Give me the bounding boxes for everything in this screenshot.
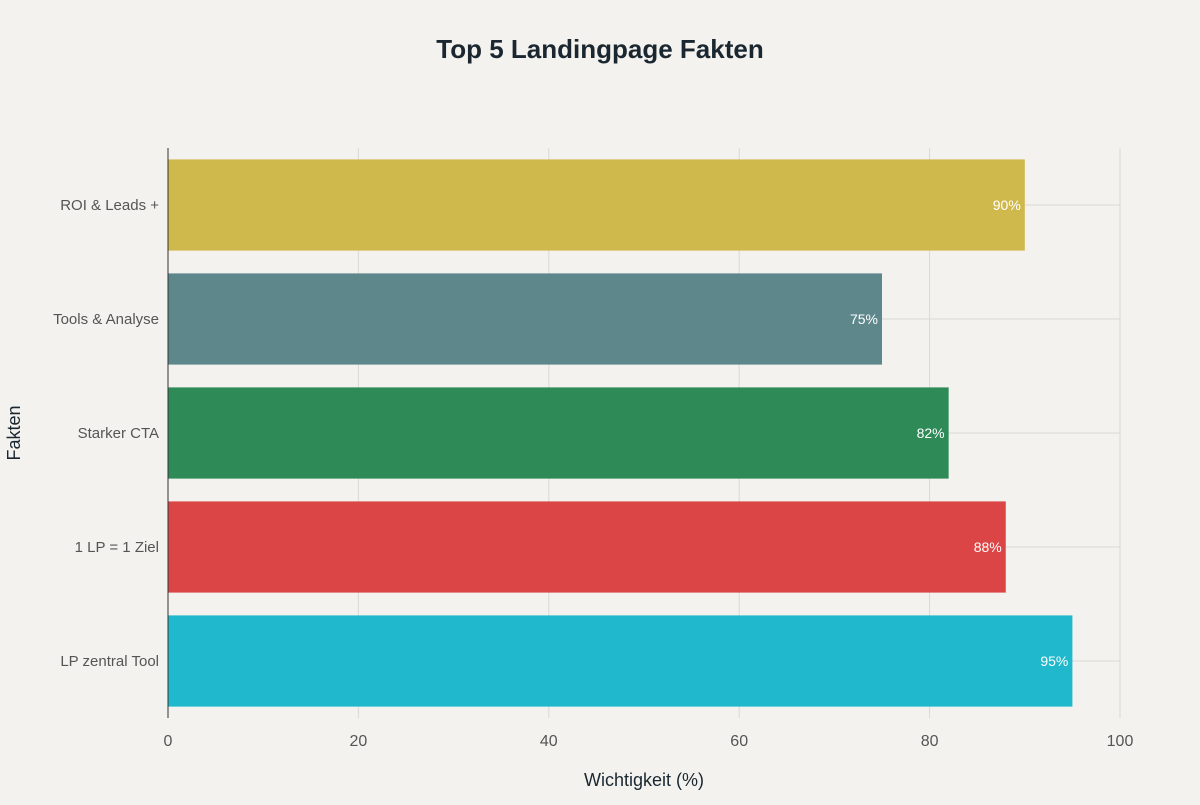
bar [168,387,949,479]
bar-data-label: 75% [850,311,878,327]
y-category-label: 1 LP = 1 Ziel [75,539,159,556]
y-axis-label: Fakten [4,405,24,460]
y-category-label: Tools & Analyse [53,311,159,328]
bars: 90% 75% 82% 88% 95% [168,159,1073,707]
bar [168,273,882,365]
x-tick-labels: 0 20 40 60 80 100 [164,733,1134,750]
y-tick-labels: ROI & Leads + Tools & Analyse Starker CTA 1… [53,197,159,670]
x-tick-label: 80 [921,733,939,750]
bar [168,159,1025,251]
bar-data-label: 88% [974,539,1002,555]
x-tick-label: 20 [350,733,368,750]
y-category-label: Starker CTA [78,425,159,442]
bar-data-label: 90% [993,197,1021,213]
bar-data-label: 82% [917,425,945,441]
x-axis-label: Wichtigkeit (%) [584,770,704,790]
x-tick-label: 40 [540,733,558,750]
bar-data-label: 95% [1040,653,1068,669]
x-tick-label: 60 [730,733,748,750]
x-tick-label: 0 [164,733,173,750]
y-category-label: LP zentral Tool [60,653,159,670]
bar [168,615,1073,707]
x-tick-label: 100 [1107,733,1134,750]
chart-title: Top 5 Landingpage Fakten [436,34,763,64]
y-category-label: ROI & Leads + [60,197,159,214]
bar [168,501,1006,593]
